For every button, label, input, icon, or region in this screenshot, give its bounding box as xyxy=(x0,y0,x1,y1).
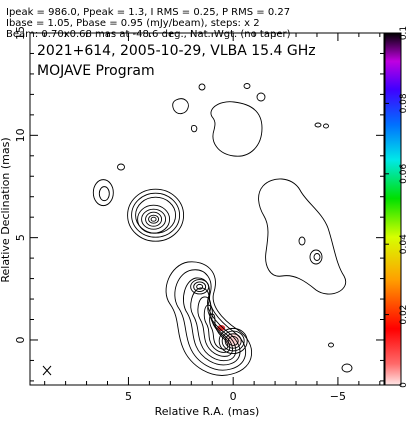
core-hotspot xyxy=(217,324,226,331)
y-axis-title: Relative Declination (mas) xyxy=(0,137,12,282)
colorbar-tick-label: 0.06 xyxy=(399,164,409,184)
small-blob-6 xyxy=(117,163,125,171)
header-line-2: Ibase = 1.05, Pbase = 0.95 (mJy/beam), s… xyxy=(6,18,260,29)
x-tick-label: −5 xyxy=(330,390,346,403)
header-line-1: Ipeak = 986.0, Ppeak = 1.3, I RMS = 0.25… xyxy=(6,7,291,18)
diffuse-blob-north xyxy=(210,101,263,157)
ne-component-contour-5 xyxy=(145,211,163,227)
colorbar-tick-label: 0.08 xyxy=(399,93,409,113)
y-tick-label: 15 xyxy=(14,26,27,40)
plot-title: 2021+614, 2005-10-29, VLBA 15.4 GHz xyxy=(37,43,316,59)
plot-frame xyxy=(29,32,385,386)
small-component-contour-1 xyxy=(98,186,110,202)
contour-map xyxy=(92,83,353,376)
x-axis-title: Relative R.A. (mas) xyxy=(155,405,260,418)
core-contour-0 xyxy=(218,327,248,355)
ne-component-contour-6 xyxy=(148,214,160,224)
jet-contour-5 xyxy=(203,304,231,353)
small-blob-8 xyxy=(323,123,329,129)
plot-subtitle: MOJAVE Program xyxy=(37,63,155,79)
west-lobe-knot-3 xyxy=(313,253,321,261)
small-component-contour-0 xyxy=(92,179,114,207)
axis-ticks xyxy=(30,32,384,385)
y-tick-label: 0 xyxy=(14,336,27,343)
y-tick-label: 5 xyxy=(14,234,27,241)
west-lobe-contour xyxy=(258,178,347,295)
small-blob-10 xyxy=(341,363,353,373)
beam-marker xyxy=(42,365,52,376)
small-blob-1 xyxy=(172,98,189,115)
small-blob-5 xyxy=(256,92,266,102)
jet-contour-0 xyxy=(165,261,253,376)
colorbar-tick-label: 0.1 xyxy=(399,26,409,40)
header-line-3: Beam: 0.70x0.68 mas at -48.6 deg., Nat. … xyxy=(6,29,291,40)
knot1-contour-2 xyxy=(196,283,204,290)
x-tick-label: 0 xyxy=(230,390,237,403)
ne-component-contour-1 xyxy=(131,192,181,238)
colorbar-ticks: 0 0.02 0.04 0.06 0.08 0.1 xyxy=(385,26,409,388)
small-blob-4 xyxy=(243,83,251,89)
x-tick-label: 5 xyxy=(125,390,132,403)
knot1-contour-1 xyxy=(193,281,207,293)
colorbar-tick-label: 0.02 xyxy=(399,305,409,325)
knot1-contour-0 xyxy=(190,279,210,295)
small-blob-7 xyxy=(314,122,322,128)
small-blob-2 xyxy=(191,125,198,133)
core-contour-1 xyxy=(221,330,245,352)
y-tick-label: 10 xyxy=(14,128,27,142)
axis-tick-labels: 5 0 −5 0 5 10 15 xyxy=(14,26,346,403)
jet-contour-6 xyxy=(209,313,229,350)
ne-component-contour-0 xyxy=(127,188,185,242)
colorbar-tick-label: 0.04 xyxy=(399,234,409,254)
colorbar-tick-label: 0 xyxy=(399,382,409,388)
core-contour-3 xyxy=(227,336,239,346)
ne-component-contour-7 xyxy=(150,216,157,222)
small-blob-9 xyxy=(328,342,334,348)
west-lobe-knot-1 xyxy=(298,236,306,246)
core-contour-2 xyxy=(224,333,242,349)
jet-contour-1 xyxy=(174,269,247,371)
colorbar xyxy=(384,32,402,386)
ne-component-contour-3 xyxy=(137,204,171,234)
small-blob-3 xyxy=(198,83,206,91)
west-lobe-knot-2 xyxy=(309,249,323,265)
jet-contour-2 xyxy=(183,277,241,366)
ne-component-contour-4 xyxy=(141,208,167,230)
